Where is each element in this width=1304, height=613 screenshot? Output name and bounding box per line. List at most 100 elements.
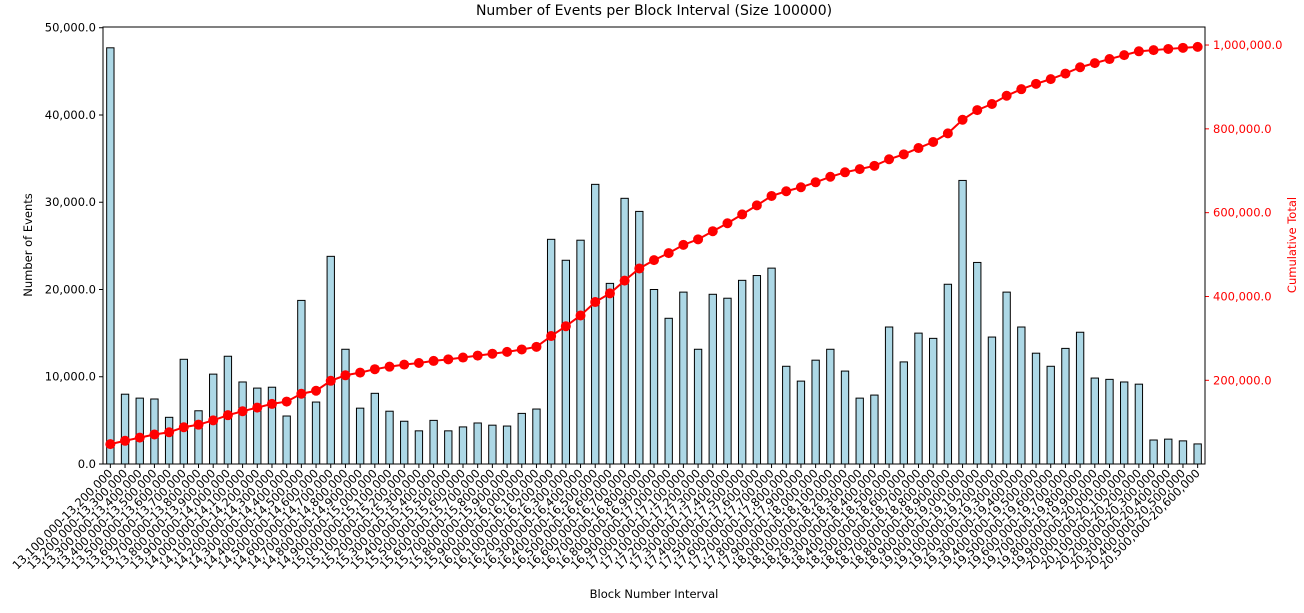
y-tick-label: 40,000.0 — [45, 108, 96, 122]
cumulative-marker — [355, 367, 366, 378]
cumulative-marker — [1119, 50, 1130, 61]
bar — [326, 255, 335, 465]
bar — [855, 397, 864, 465]
cumulative-marker — [325, 375, 336, 386]
bar — [826, 348, 835, 465]
cumulative-marker — [546, 331, 557, 342]
bar — [782, 365, 791, 465]
cumulative-marker — [1045, 74, 1056, 85]
y-tick-label: 30,000.0 — [45, 195, 96, 209]
cumulative-marker — [1163, 43, 1174, 54]
bar — [620, 197, 629, 465]
cumulative-marker — [1075, 62, 1086, 73]
cumulative-marker — [795, 182, 806, 193]
bar — [796, 380, 806, 465]
bar — [576, 239, 585, 465]
cumulative-marker — [663, 248, 674, 259]
cumulative-marker — [472, 350, 483, 361]
y2-tick-label: 800,000.0 — [1213, 122, 1272, 136]
bar — [1164, 438, 1173, 465]
bar — [708, 293, 717, 465]
cumulative-marker — [222, 410, 233, 421]
bar — [223, 355, 233, 465]
bar — [282, 415, 291, 465]
bar — [194, 410, 203, 465]
bar — [767, 267, 776, 465]
cumulative-marker — [972, 105, 983, 116]
bar — [135, 397, 144, 465]
cumulative-marker — [164, 427, 175, 438]
bar — [679, 291, 688, 465]
bar — [1075, 331, 1085, 465]
cumulative-marker — [516, 344, 527, 355]
bar — [297, 299, 306, 465]
chart-title: Number of Events per Block Interval (Siz… — [476, 3, 832, 19]
bar — [737, 279, 747, 465]
bar — [370, 392, 379, 465]
bar — [120, 393, 130, 465]
cumulative-marker — [1133, 46, 1144, 57]
cumulative-marker — [399, 359, 410, 370]
bar — [914, 332, 923, 465]
cumulative-marker — [252, 402, 263, 413]
cumulative-marker — [649, 255, 659, 266]
bar — [546, 238, 556, 465]
cumulative-marker — [957, 114, 968, 125]
bar — [1178, 440, 1188, 465]
cumulative-marker — [105, 439, 116, 450]
cumulative-marker — [781, 186, 792, 197]
cumulative-marker — [678, 239, 689, 250]
bar — [929, 337, 938, 465]
bar — [958, 179, 967, 465]
bar — [840, 370, 850, 465]
cumulative-marker — [751, 200, 762, 211]
cumulative-marker — [208, 415, 219, 426]
cumulative-marker — [413, 358, 424, 369]
cumulative-marker — [457, 352, 468, 363]
cumulative-marker — [178, 422, 189, 433]
cumulative-marker — [560, 321, 571, 332]
bar — [899, 361, 908, 465]
y-axis-label: Number of Events — [21, 193, 35, 297]
cumulative-marker — [766, 190, 777, 201]
cumulative-marker — [634, 263, 645, 274]
cumulative-marker — [1177, 42, 1188, 53]
bar — [1031, 352, 1041, 465]
y2-axis-label: Cumulative Total — [1285, 197, 1299, 293]
bar — [884, 326, 894, 465]
cumulative-marker — [590, 297, 601, 308]
bar — [355, 407, 365, 465]
cumulative-marker — [1089, 58, 1100, 69]
bar — [532, 408, 541, 465]
bar — [1046, 365, 1055, 465]
cumulative-marker — [825, 171, 836, 182]
bar — [1061, 347, 1070, 465]
bar — [591, 183, 600, 465]
cumulative-marker — [840, 167, 851, 178]
bar — [635, 210, 644, 465]
y-tick-label: 10,000.0 — [45, 370, 96, 384]
cumulative-marker — [531, 341, 542, 352]
bar — [987, 336, 997, 465]
cumulative-marker — [384, 361, 395, 372]
cumulative-marker — [149, 429, 160, 440]
cumulative-marker — [502, 346, 513, 357]
bar — [238, 381, 247, 465]
bar — [341, 348, 350, 465]
cumulative-marker — [1192, 41, 1203, 52]
cumulative-marker — [1060, 68, 1071, 79]
bar — [488, 424, 497, 465]
bar — [385, 410, 394, 465]
cumulative-marker — [869, 160, 880, 171]
cumulative-marker — [266, 398, 277, 409]
bar — [811, 359, 820, 465]
cumulative-marker — [1031, 78, 1042, 89]
cumulative-marker — [1001, 90, 1012, 101]
cumulative-marker — [311, 385, 322, 396]
bar — [723, 297, 732, 465]
cumulative-marker — [443, 354, 454, 365]
y-tick-label: 50,000.0 — [45, 21, 96, 35]
bar — [1090, 377, 1099, 465]
cumulative-marker — [369, 364, 380, 375]
